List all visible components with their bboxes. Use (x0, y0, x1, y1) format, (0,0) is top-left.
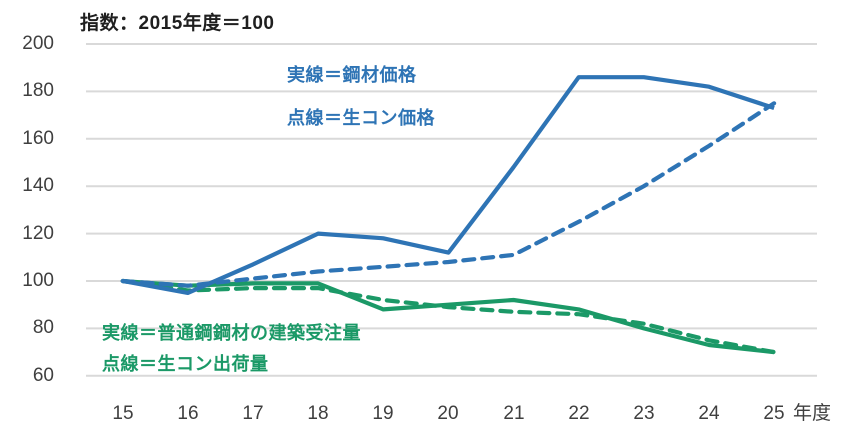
series-line-steel-price (122, 75, 775, 295)
series-line-steel-construction-orders (122, 278, 775, 355)
chart-title: 指数：2015年度＝100 (80, 13, 275, 34)
x-tick-label-25: 25 (763, 403, 785, 424)
x-tick-label-19: 19 (372, 403, 394, 424)
x-tick-label-18: 18 (307, 403, 329, 424)
y-tick-label-120: 120 (22, 223, 54, 244)
y-tick-label-100: 100 (22, 270, 54, 291)
x-tick-label-23: 23 (633, 403, 655, 424)
y-tick-label-180: 180 (22, 80, 54, 101)
x-tick-label-22: 22 (568, 403, 590, 424)
y-tick-label-140: 140 (22, 175, 54, 196)
y-tick-label-200: 200 (22, 33, 54, 54)
x-tick-label-15: 15 (112, 403, 134, 424)
x-tick-label-21: 21 (503, 403, 525, 424)
series-line-ready-mixed-concrete-shipments (120, 278, 777, 355)
y-tick-label-160: 160 (22, 128, 54, 149)
x-tick-label-24: 24 (698, 403, 720, 424)
x-tick-label-20: 20 (437, 403, 459, 424)
x-tick-label-16: 16 (177, 403, 199, 424)
y-tick-label-60: 60 (32, 365, 54, 386)
series-line-ready-mixed-concrete-price (120, 101, 777, 288)
legend-steel-price: 実線＝鋼材価格 (287, 65, 417, 85)
legend-concrete-shipments: 点線＝生コン出荷量 (102, 354, 269, 374)
x-axis-unit-label: 年度 (793, 403, 832, 424)
x-tick-label-17: 17 (242, 403, 264, 424)
legend-concrete-price: 点線＝生コン価格 (287, 108, 435, 128)
legend-steel-construction-orders: 実線＝普通鋼鋼材の建築受注量 (102, 323, 361, 343)
y-tick-label-80: 80 (32, 317, 54, 338)
